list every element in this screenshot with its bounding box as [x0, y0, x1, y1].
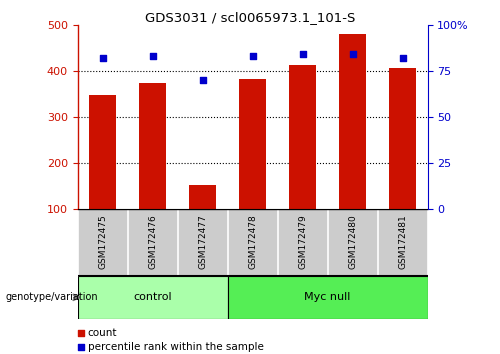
Point [77, 330, 85, 336]
Text: GSM172481: GSM172481 [398, 214, 407, 269]
Point [77, 344, 85, 350]
Bar [189, 185, 216, 255]
Text: percentile rank within the sample: percentile rank within the sample [88, 342, 264, 352]
Point [398, 55, 406, 61]
Point [148, 53, 156, 59]
Text: GSM172480: GSM172480 [348, 214, 357, 269]
Bar [228, 276, 428, 319]
Text: GSM172476: GSM172476 [148, 214, 157, 269]
Text: control: control [133, 292, 172, 302]
Text: GSM172477: GSM172477 [198, 214, 207, 269]
Text: GSM172478: GSM172478 [248, 214, 257, 269]
Point [198, 77, 206, 83]
Point [248, 53, 256, 59]
Bar [139, 83, 166, 255]
Bar [339, 34, 366, 255]
Bar [89, 95, 116, 255]
Text: Myc null: Myc null [304, 292, 350, 302]
Bar [389, 68, 416, 255]
Text: GSM172479: GSM172479 [298, 214, 307, 269]
Point [348, 51, 356, 57]
Text: GSM172475: GSM172475 [98, 214, 107, 269]
Text: GDS3031 / scl0065973.1_101-S: GDS3031 / scl0065973.1_101-S [145, 11, 355, 24]
Point [98, 55, 106, 61]
Text: genotype/variation: genotype/variation [5, 292, 98, 302]
Text: count: count [88, 328, 117, 338]
Bar [289, 65, 316, 255]
Point [298, 51, 306, 57]
Bar [239, 79, 266, 255]
Bar [78, 276, 228, 319]
